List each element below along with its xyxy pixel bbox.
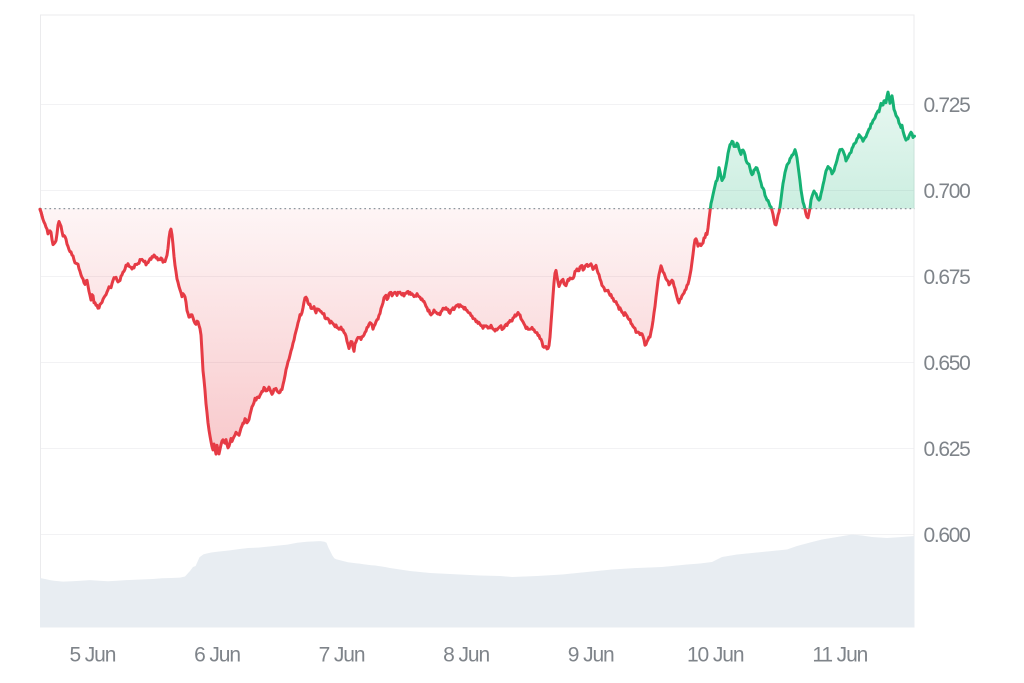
svg-text:7 Jun: 7 Jun xyxy=(319,643,365,666)
svg-text:0.600: 0.600 xyxy=(924,524,971,547)
svg-text:0.700: 0.700 xyxy=(924,180,971,203)
svg-text:6 Jun: 6 Jun xyxy=(194,643,240,666)
svg-text:9 Jun: 9 Jun xyxy=(568,643,614,666)
svg-text:11 Jun: 11 Jun xyxy=(812,643,867,666)
svg-text:8 Jun: 8 Jun xyxy=(443,643,489,666)
svg-text:0.675: 0.675 xyxy=(924,266,971,289)
svg-text:0.650: 0.650 xyxy=(924,352,971,375)
svg-text:0.725: 0.725 xyxy=(924,94,971,117)
svg-text:0.625: 0.625 xyxy=(924,438,971,461)
svg-text:10 Jun: 10 Jun xyxy=(687,643,744,666)
svg-text:5 Jun: 5 Jun xyxy=(69,643,115,666)
